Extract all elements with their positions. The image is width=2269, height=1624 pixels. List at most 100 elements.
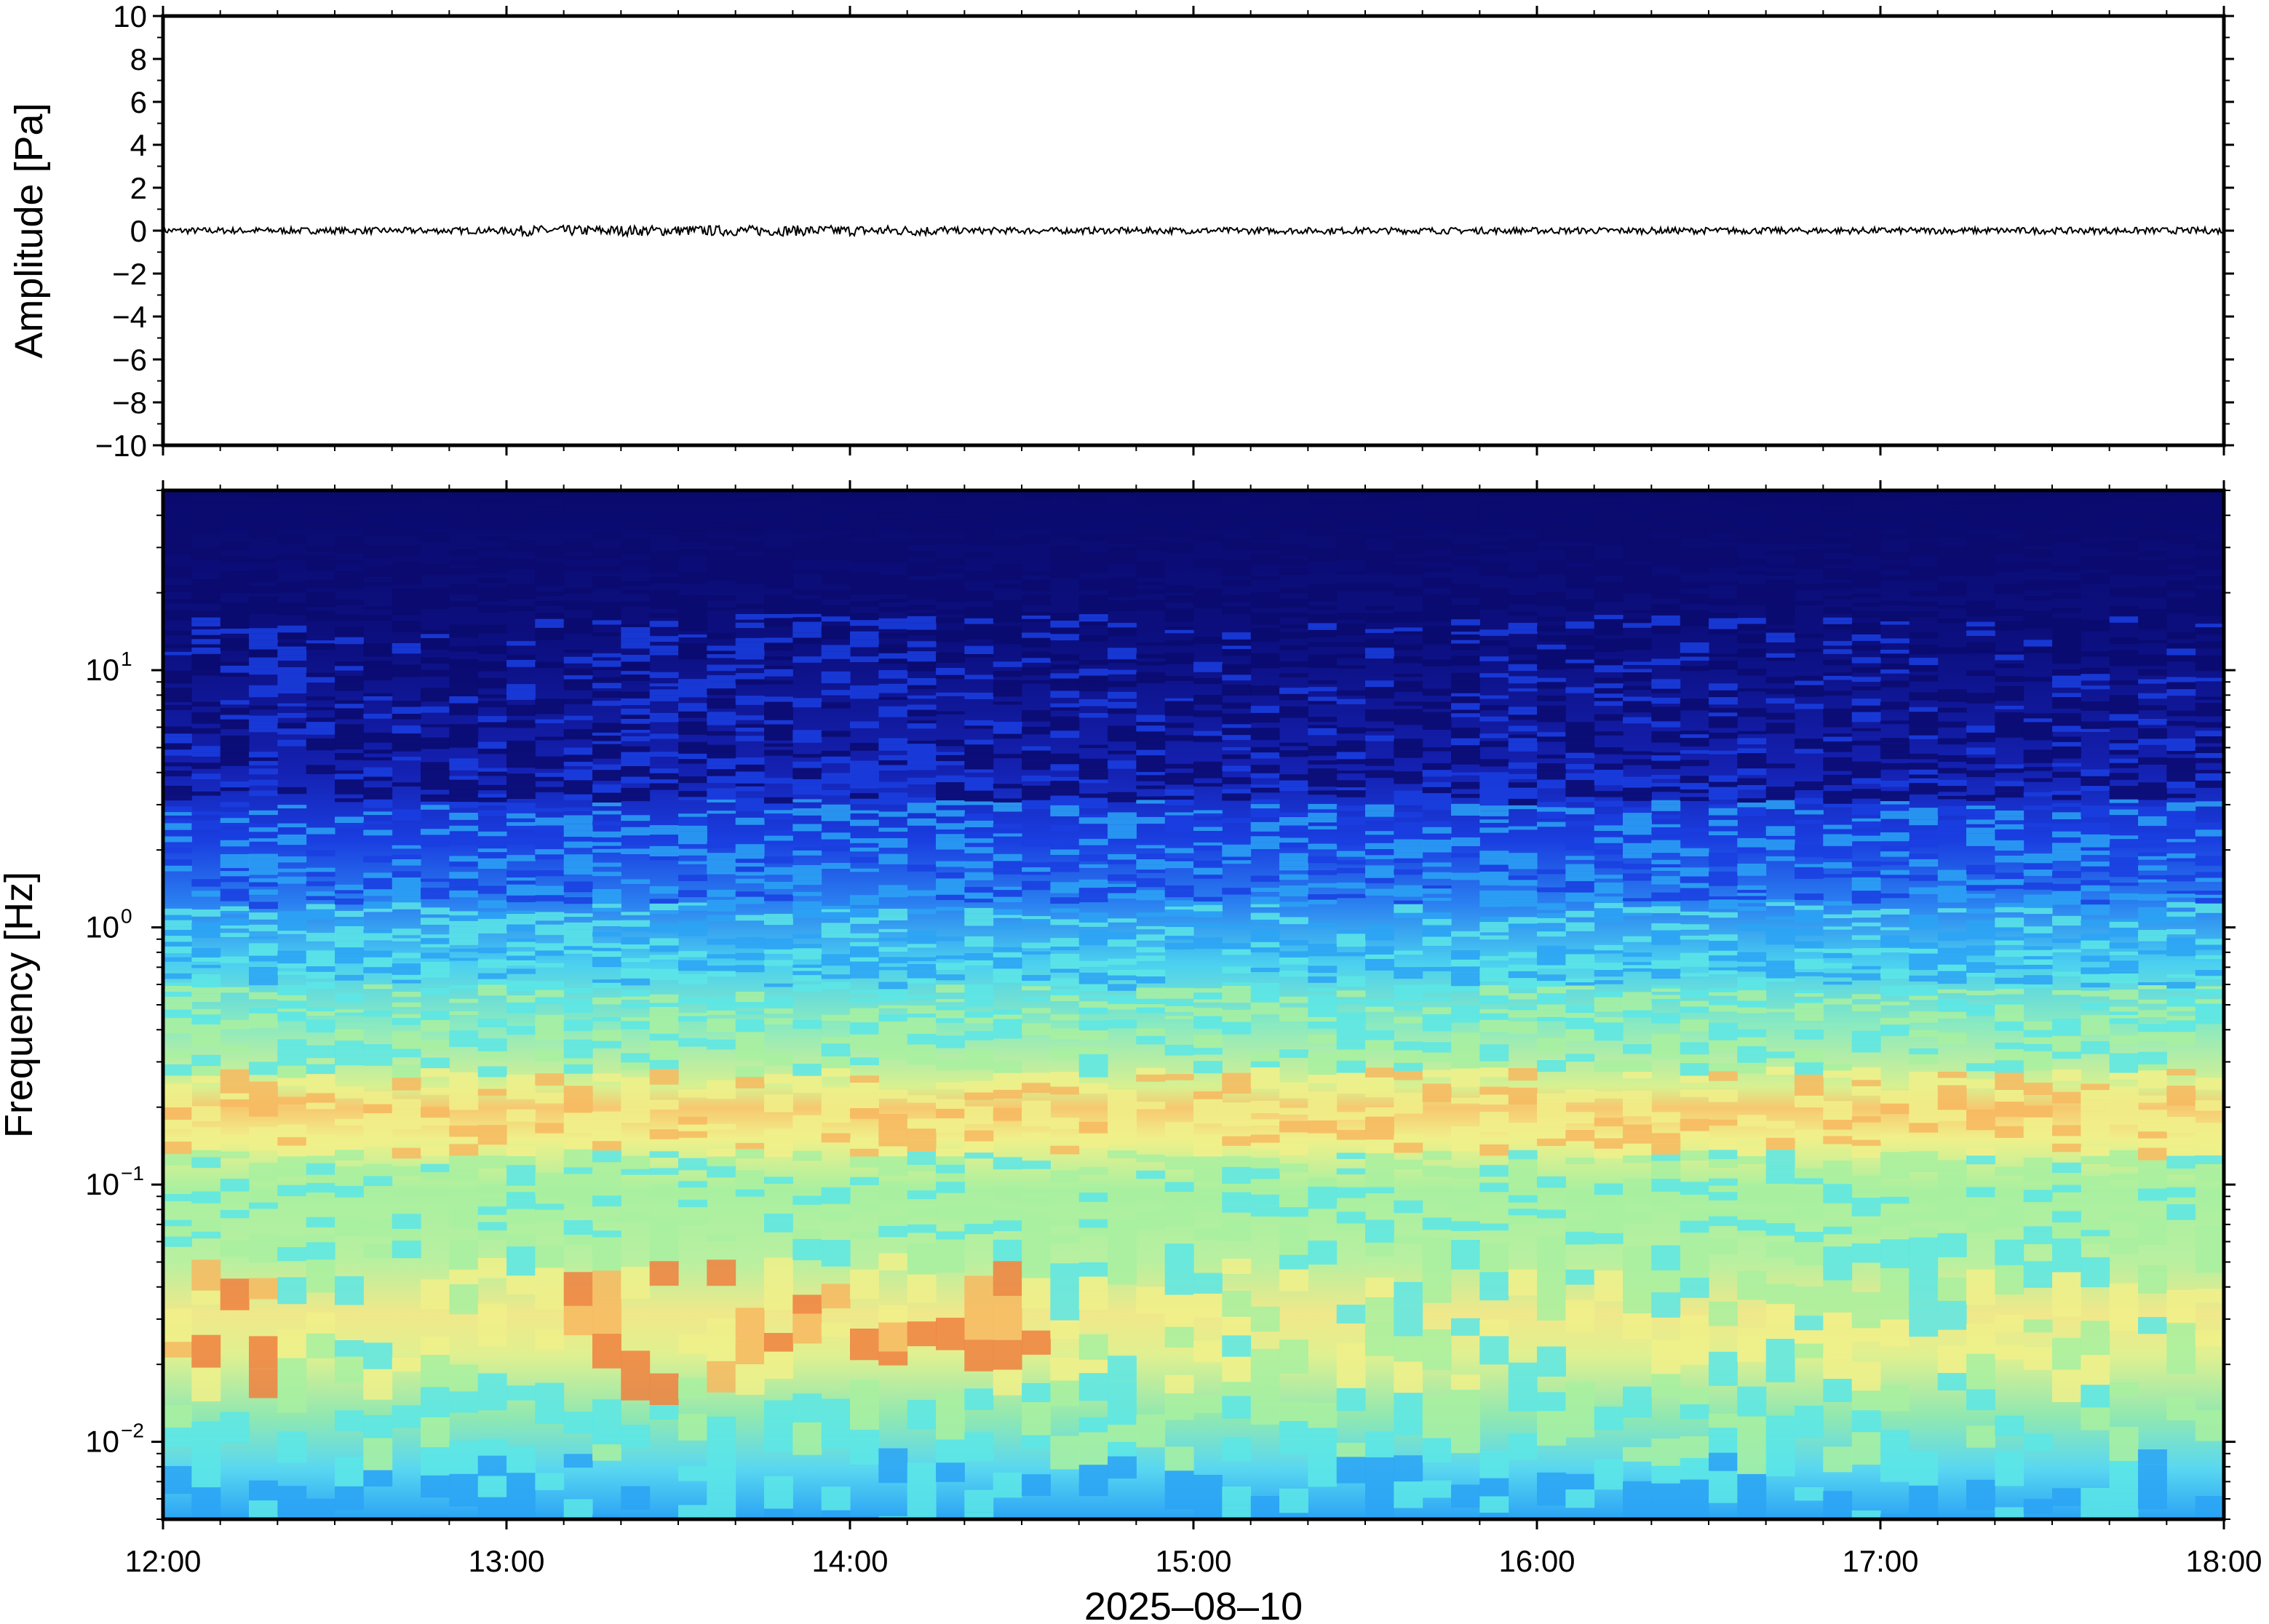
spectrogram-cell: [249, 1138, 278, 1151]
spectrogram-cell: [1022, 1227, 1051, 1235]
spectrogram-cell: [1394, 777, 1423, 781]
spectrogram-cell: [1250, 493, 1280, 501]
spectrogram-cell: [1222, 580, 1252, 586]
spectrogram-cell: [1623, 669, 1652, 673]
spectrogram-cell: [1222, 754, 1252, 760]
spectrogram-cell: [1995, 965, 2024, 969]
spectrogram-cell: [421, 1118, 450, 1126]
spectrogram-cell: [306, 966, 335, 972]
spectrogram-cell: [1594, 582, 1624, 586]
spectrogram-cell: [220, 871, 250, 877]
spectrogram-cell: [1995, 663, 2024, 669]
spectrogram-cell: [277, 1486, 307, 1516]
spectrogram-cell: [1250, 1100, 1280, 1114]
spectrogram-cell: [1537, 779, 1566, 784]
spectrogram-cell: [936, 538, 965, 544]
spectrogram-cell: [1995, 847, 2024, 851]
spectrogram-cell: [1851, 994, 1881, 1000]
spectrogram-cell: [850, 957, 879, 962]
spectrogram-cell: [707, 561, 736, 569]
spectrogram-cell: [993, 798, 1022, 803]
spectrogram-cell: [1279, 996, 1308, 1003]
spectrogram-cell: [707, 645, 736, 651]
amplitude-trace: [163, 223, 2224, 239]
spectrogram-cell: [277, 954, 307, 960]
spectrogram-cell: [506, 1473, 536, 1496]
spectrogram-cell: [477, 959, 507, 964]
spectrogram-cell: [1164, 907, 1194, 910]
spectrogram-cell: [1222, 777, 1252, 784]
spectrogram-cell: [1909, 843, 1939, 848]
spectrogram-cell: [1909, 1071, 1939, 1080]
spectrogram-cell: [277, 1235, 307, 1247]
spectrogram-cell: [1479, 786, 1509, 793]
spectrogram-cell: [678, 797, 707, 800]
spectrogram-cell: [1995, 515, 2024, 522]
spectrogram-cell: [449, 517, 479, 523]
spectrogram-cell: [1050, 995, 1080, 1001]
spectrogram-cell: [1995, 811, 2024, 816]
spectrogram-cell: [220, 1099, 250, 1107]
spectrogram-cell: [1966, 747, 1995, 755]
spectrogram-cell: [421, 493, 450, 500]
spectrogram-cell: [477, 605, 507, 613]
spectrogram-cell: [1250, 637, 1280, 642]
spectrogram-cell: [1164, 626, 1194, 630]
spectrogram-cell: [392, 606, 421, 613]
spectrogram-cell: [335, 543, 364, 548]
spectrogram-cell: [392, 747, 421, 752]
spectrogram-cell: [220, 956, 250, 963]
spectrogram-cell: [1966, 805, 1995, 810]
spectrogram-cell: [277, 1358, 307, 1388]
spectrogram-cell: [592, 1073, 621, 1082]
spectrogram-cell: [249, 862, 278, 869]
spectrogram-cell: [1823, 576, 1853, 580]
spectrogram-cell: [1022, 536, 1051, 540]
spectrogram-cell: [1765, 538, 1795, 544]
spectrogram-cell: [535, 931, 565, 936]
spectrogram-cell: [421, 669, 450, 677]
spectrogram-cell: [649, 1011, 679, 1016]
spectrogram-cell: [1709, 862, 1738, 867]
spectrogram-cell: [1422, 942, 1452, 946]
spectrogram-cell: [535, 1245, 565, 1268]
spectrogram-cell: [764, 642, 793, 648]
spectrogram-cell: [335, 798, 364, 803]
spectrogram-cell: [1250, 928, 1280, 936]
spectrogram-cell: [592, 532, 621, 539]
spectrogram-cell: [1136, 785, 1166, 789]
spectrogram-cell: [1737, 598, 1767, 602]
spectrogram-cell: [821, 773, 851, 776]
spectrogram-cell: [1709, 629, 1738, 634]
spectrogram-cell: [907, 1006, 937, 1009]
spectrogram-cell: [1279, 825, 1308, 832]
spectrogram-cell: [850, 523, 879, 529]
spectrogram-cell: [1680, 734, 1709, 739]
spectrogram-cell: [1823, 733, 1853, 737]
spectrogram-cell: [1193, 596, 1223, 600]
spectrogram-cell: [1995, 1060, 2024, 1073]
spectrogram-cell: [1651, 1017, 1681, 1024]
spectrogram-cell: [1451, 1032, 1480, 1039]
spectrogram-cell: [449, 776, 479, 780]
spectrogram-cell: [1336, 1388, 1366, 1412]
spectrogram-cell: [936, 558, 965, 562]
spectrogram-cell: [1193, 1048, 1223, 1055]
spectrogram-cell: [563, 1305, 593, 1336]
spectrogram-cell: [964, 899, 994, 903]
spectrogram-cell: [1078, 685, 1108, 691]
spectrogram-cell: [1336, 1187, 1366, 1198]
spectrogram-cell: [1451, 840, 1480, 846]
spectrogram-cell: [1222, 856, 1252, 861]
spectrogram-cell: [1594, 991, 1624, 998]
spectrogram-cell: [1136, 581, 1166, 586]
spectrogram-cell: [1108, 1441, 1137, 1457]
spectrogram-cell: [306, 523, 335, 529]
spectrogram-cell: [1422, 1014, 1452, 1021]
spectrogram-cell: [764, 996, 793, 1003]
spectrogram-cell: [1880, 1219, 1910, 1227]
spectrogram-cell: [1365, 1131, 1394, 1140]
spectrogram-cell: [449, 948, 479, 952]
spectrogram-cell: [306, 765, 335, 771]
spectrogram-cell: [1508, 773, 1538, 779]
